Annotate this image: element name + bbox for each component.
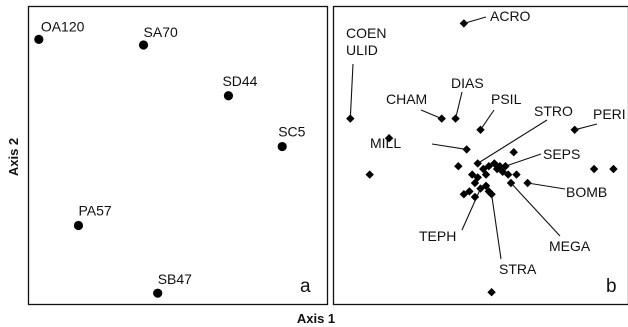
panel-a-point-label: OA120 [41,18,85,34]
panel-a-point [138,40,149,50]
panel-b-point [523,178,532,188]
panel-b-point-unlabeled [609,164,618,174]
panel-a-point-label: SA70 [144,24,178,40]
panel-b-point [459,19,469,28]
panel-b-callout-line [463,16,487,24]
panel-b-point-unlabeled [470,178,480,188]
panel-a-point-label: PA57 [78,203,111,219]
panel-b-point-label: MEGA [549,238,591,254]
panel-a-frame [27,5,329,306]
panel-b-point-unlabeled [484,187,494,196]
panel-b-point-unlabeled [481,170,491,179]
panel-a-point [73,220,84,231]
panel-b-point-label: PERI [593,106,626,122]
panel-b-callout-line [420,109,442,120]
panel-a-point-label: SC5 [278,124,305,140]
panel-b-point-unlabeled [512,170,521,179]
panel-a-point [277,141,287,152]
panel-b-point-label: SEPS [543,146,580,162]
panel-b-callout-line [510,182,561,237]
panel-b-callout-line [349,63,354,119]
panel-b-point-label: BOMB [566,184,607,200]
panel-b-point-unlabeled [470,192,480,202]
panel-b-callout-line [480,109,495,131]
panel-b-callout-line [455,91,463,119]
panel-b-point-label: MILL [370,135,401,151]
panel-b-point [462,145,471,154]
panel-b-point [437,114,446,123]
panel-b-point [473,159,482,168]
panel-b-point-label: DIAS [451,75,484,91]
panel-b-point-label: CHAM [386,91,427,107]
panel-b-callout-line [505,153,542,167]
panel-b-letter: b [606,276,617,297]
panel-b-point-unlabeled [384,134,394,143]
panel-b-point-unlabeled [492,164,502,174]
y-axis-title: Axis 2 [6,138,21,176]
panel-b-point-unlabeled [454,162,463,171]
panel-b-point-label: COEN ULID [346,25,386,58]
panel-a-point [223,91,234,101]
panel-b-callout-line [527,182,566,190]
panel-a-point-label: SD44 [222,73,257,89]
panel-b-point-unlabeled [487,288,496,297]
panel-b-point [506,178,516,188]
panel-b-point-label: ACRO [490,8,531,24]
panel-b-marks: ACRO COEN ULID CHAM DIAS PSIL PERI MILL STRO SEPS… [346,8,626,297]
panel-a-point-label: SB47 [158,271,192,287]
panel-b-point-label: STRO [534,103,573,119]
panel-b-point-unlabeled [365,170,374,179]
panel-b-point [451,114,460,123]
panel-b-point-unlabeled [459,190,469,199]
panel-b-callout-line [574,123,598,131]
panel-a-letter: a [300,276,311,297]
panel-a-marks: OA120 SA70 SD44 SC5 PA57 SB47 [34,18,306,298]
panel-b-point-unlabeled [509,148,518,157]
panel-a-point [153,288,163,298]
panel-b-frame [332,5,628,306]
x-axis-title: Axis 1 [297,311,335,326]
panel-b-point-unlabeled [589,164,599,174]
panel-b-point-label: PSIL [491,91,522,107]
panel-a-point [34,34,44,44]
panel-b-callout-line [431,143,467,150]
panel-b-point-unlabeled [504,170,513,179]
panel-b-point-label: STRA [499,261,537,277]
panel-b-point [346,114,355,123]
panel-b-callout-line [491,194,502,260]
panel-b-point-label: TEPH [419,228,456,244]
panel-b-point-unlabeled [479,164,488,174]
panel-b-callout-line [477,119,548,164]
